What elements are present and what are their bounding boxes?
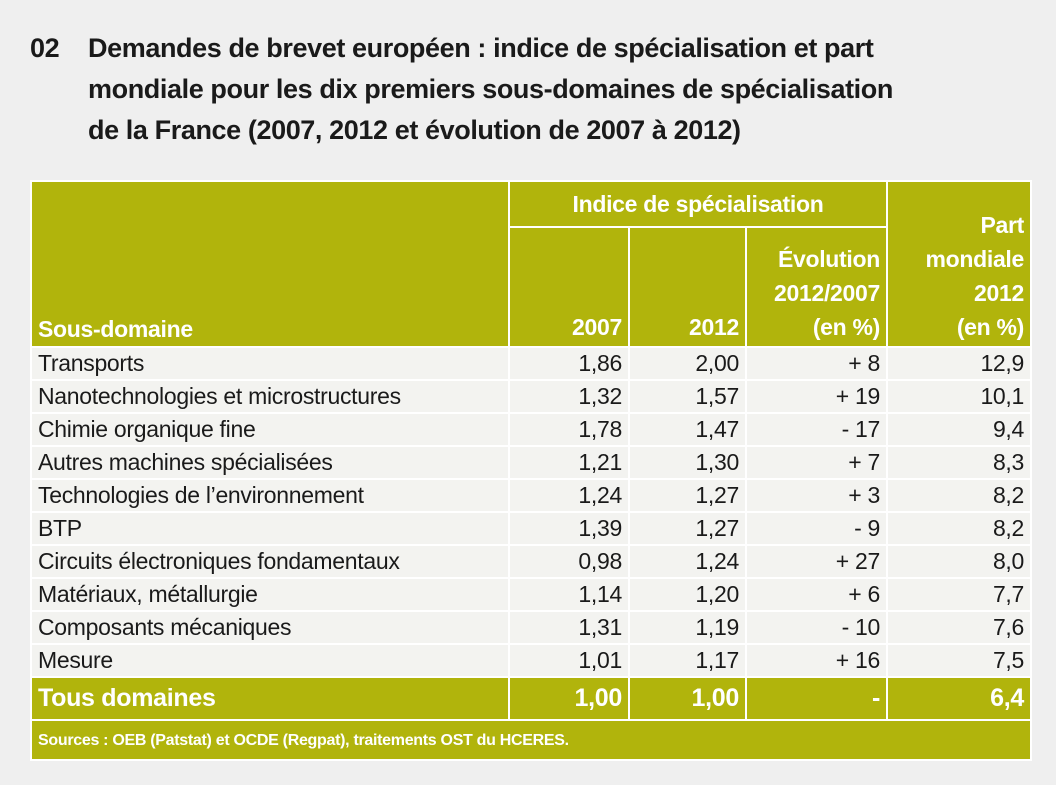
cell-value: 8,0 xyxy=(886,544,1033,579)
cell-value: - 17 xyxy=(744,412,889,447)
header-row: 2007 2012 Évolution 2012/2007 (en %) xyxy=(31,226,1031,348)
figure-number: 02 xyxy=(30,33,60,63)
column-header: Évolution 2012/2007 (en %) xyxy=(744,226,889,348)
cell-value: + 6 xyxy=(744,577,889,612)
cell-value: + 8 xyxy=(744,346,889,381)
table-row: Mesure 1,01 1,17 + 16 7,5 xyxy=(30,643,1033,678)
table-row: Technologies de l’environnement 1,24 1,27 +… xyxy=(30,478,1033,513)
title-line: mondiale pour les dix premiers sous-doma… xyxy=(88,74,893,104)
cell-value: 9,4 xyxy=(886,412,1033,447)
cell-value: 1,30 xyxy=(628,445,747,480)
cell-value: 1,24 xyxy=(628,544,747,579)
cell-value: + 27 xyxy=(744,544,889,579)
cell-value: - xyxy=(744,676,889,721)
row-label: Matériaux, métallurgie xyxy=(30,577,510,612)
row-label: Technologies de l’environnement xyxy=(30,478,510,513)
data-table: Sous-domaine Indice de spécialisation Part… xyxy=(29,180,1033,761)
cell-value: 1,27 xyxy=(628,511,747,546)
cell-value: - 9 xyxy=(744,511,889,546)
table-row: Matériaux, métallurgie 1,14 1,20 + 6 7,7 xyxy=(30,577,1033,612)
row-label: Composants mécaniques xyxy=(30,610,510,645)
table-row: Nanotechnologies et microstructures 1,32 1… xyxy=(30,379,1033,414)
cell-value: 1,32 xyxy=(508,379,630,414)
title: 02 Demandes de brevet européen : indice … xyxy=(30,28,893,151)
cell-value: 7,7 xyxy=(886,577,1033,612)
cell-value: + 3 xyxy=(744,478,889,513)
table-row: Composants mécaniques 1,31 1,19- 10 7,6 xyxy=(30,610,1033,645)
cell-value: 1,39 xyxy=(508,511,630,546)
row-label: Autres machines spécialisées xyxy=(30,445,510,480)
source-note: Sources : OEB (Patstat) et OCDE (Regpat)… xyxy=(29,719,1033,761)
row-label: Tous domaines xyxy=(30,676,510,721)
row-label: Nanotechnologies et microstructures xyxy=(30,379,510,414)
column-header: 2012 xyxy=(628,226,747,348)
row-label: Circuits électroniques fondamentaux xyxy=(30,544,510,579)
cell-value: 8,3 xyxy=(886,445,1033,480)
cell-value: 10,1 xyxy=(886,379,1033,414)
row-label: Chimie organique fine xyxy=(30,412,510,447)
cell-value: 1,19 xyxy=(628,610,747,645)
cell-value: 1,21 xyxy=(508,445,630,480)
row-label: Mesure xyxy=(30,643,510,678)
cell-value: 12,9 xyxy=(886,346,1033,381)
group-header: Indice de spécialisation xyxy=(507,180,889,228)
title-line: de la France (2007, 2012 et évolution de… xyxy=(88,115,741,145)
cell-value: 1,20 xyxy=(628,577,747,612)
title-lines: Demandes de brevet européen : indice de … xyxy=(88,28,893,151)
column-header: 2007 xyxy=(508,226,630,348)
table-row: Chimie organique fine 1,78 1,47- 17 9,4 xyxy=(30,412,1033,447)
cell-value: 1,00 xyxy=(508,676,630,721)
source-row: Sources : OEB (Patstat) et OCDE (Regpat)… xyxy=(29,719,1033,761)
cell-value: 1,17 xyxy=(628,643,747,678)
cell-value: 1,57 xyxy=(628,379,747,414)
title-line: Demandes de brevet européen : indice de … xyxy=(88,33,874,63)
column-header: Sous-domaine xyxy=(30,180,510,348)
cell-value: 1,14 xyxy=(508,577,630,612)
header-row: Sous-domaine Indice de spécialisation Part… xyxy=(30,180,1033,348)
cell-value: 1,00 xyxy=(628,676,747,721)
cell-value: 0,98 xyxy=(508,544,630,579)
table-row: BTP 1,39 1,27- 9 8,2 xyxy=(30,511,1033,546)
cell-value: 7,6 xyxy=(886,610,1033,645)
cell-value: 7,5 xyxy=(886,643,1033,678)
row-label: Transports xyxy=(30,346,510,381)
cell-value: 1,27 xyxy=(628,478,747,513)
column-header: Part mondiale 2012 (en %) xyxy=(886,180,1033,348)
table-body: Transports 1,86 2,00 + 8 12,9 Nanotechnologie… xyxy=(29,346,1033,761)
cell-value: 6,4 xyxy=(886,676,1033,721)
cell-value: 8,2 xyxy=(886,511,1033,546)
cell-value: + 19 xyxy=(744,379,889,414)
cell-value: 1,47 xyxy=(628,412,747,447)
table-row: Transports 1,86 2,00 + 8 12,9 xyxy=(30,346,1033,381)
table-row: Circuits électroniques fondamentaux 0,98 1… xyxy=(30,544,1033,579)
cell-value: 1,01 xyxy=(508,643,630,678)
cell-value: 1,86 xyxy=(508,346,630,381)
row-label: BTP xyxy=(30,511,510,546)
cell-value: 1,31 xyxy=(508,610,630,645)
table-header: Sous-domaine Indice de spécialisation Part… xyxy=(30,180,1033,348)
cell-value: 1,78 xyxy=(508,412,630,447)
cell-value: 1,24 xyxy=(508,478,630,513)
cell-value: - 10 xyxy=(744,610,889,645)
cell-value: 8,2 xyxy=(886,478,1033,513)
cell-value: + 16 xyxy=(744,643,889,678)
cell-value: 2,00 xyxy=(628,346,747,381)
cell-value: + 7 xyxy=(744,445,889,480)
total-row: Tous domaines 1,00 1,00-6,4 xyxy=(30,676,1033,721)
